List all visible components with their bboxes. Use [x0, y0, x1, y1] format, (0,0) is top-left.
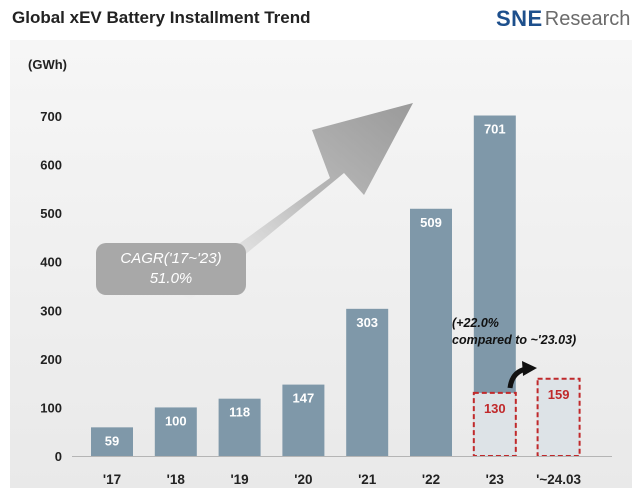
bar [410, 208, 452, 456]
bar-value-label: 100 [165, 413, 187, 428]
bar [218, 398, 261, 456]
x-tick-label: '23 [486, 472, 505, 487]
ytd-value-label: 130 [484, 401, 506, 416]
x-tick-label: '22 [422, 472, 440, 487]
ytd-value-label: 159 [548, 387, 570, 402]
x-tick-label: '17 [103, 472, 121, 487]
curved-arrow-head [522, 361, 537, 376]
bar-value-label: 701 [484, 122, 506, 137]
bar [91, 427, 133, 456]
x-tick-label: '20 [294, 472, 312, 487]
growth-note-line1: (+22.0% [452, 316, 499, 330]
growth-note: (+22.0% compared to ~'23.03) [452, 315, 576, 349]
bar-value-label: 59 [105, 433, 119, 448]
bar-value-label: 147 [293, 391, 315, 406]
logo-research-text: Research [544, 7, 631, 30]
chart-title: Global xEV Battery Installment Trend [12, 8, 311, 27]
bar-value-label: 303 [356, 315, 378, 330]
sne-research-logo: SNE Research [496, 4, 630, 34]
y-axis-unit: (GWh) [28, 57, 67, 72]
x-tick-label: '19 [230, 472, 248, 487]
x-tick-label: '21 [358, 472, 377, 487]
growth-note-line2: compared to ~'23.03) [452, 333, 577, 347]
bar [282, 384, 325, 456]
y-tick-label: 600 [40, 158, 62, 173]
bar-value-label: 118 [229, 405, 250, 420]
y-tick-label: 0 [55, 449, 62, 464]
y-tick-label: 200 [40, 352, 62, 367]
y-tick-label: 300 [40, 303, 62, 318]
y-tick-label: 700 [40, 109, 62, 124]
ytd-bar [536, 377, 581, 457]
x-tick-label: '~24.03 [536, 472, 581, 487]
y-tick-label: 100 [40, 400, 62, 415]
bar-value-label: 509 [420, 215, 442, 230]
bar [346, 308, 389, 456]
cagr-value: 51.0% [149, 270, 193, 287]
cagr-label: CAGR('17~'23) 51.0% [96, 243, 246, 295]
x-tick-label: '18 [167, 472, 186, 487]
y-tick-label: 500 [40, 206, 62, 221]
ytd-bar [472, 391, 517, 458]
cagr-title: CAGR('17~'23) [120, 250, 222, 267]
bar [154, 407, 197, 456]
logo-sne-text: SNE [496, 6, 543, 31]
y-tick-label: 400 [40, 255, 62, 270]
